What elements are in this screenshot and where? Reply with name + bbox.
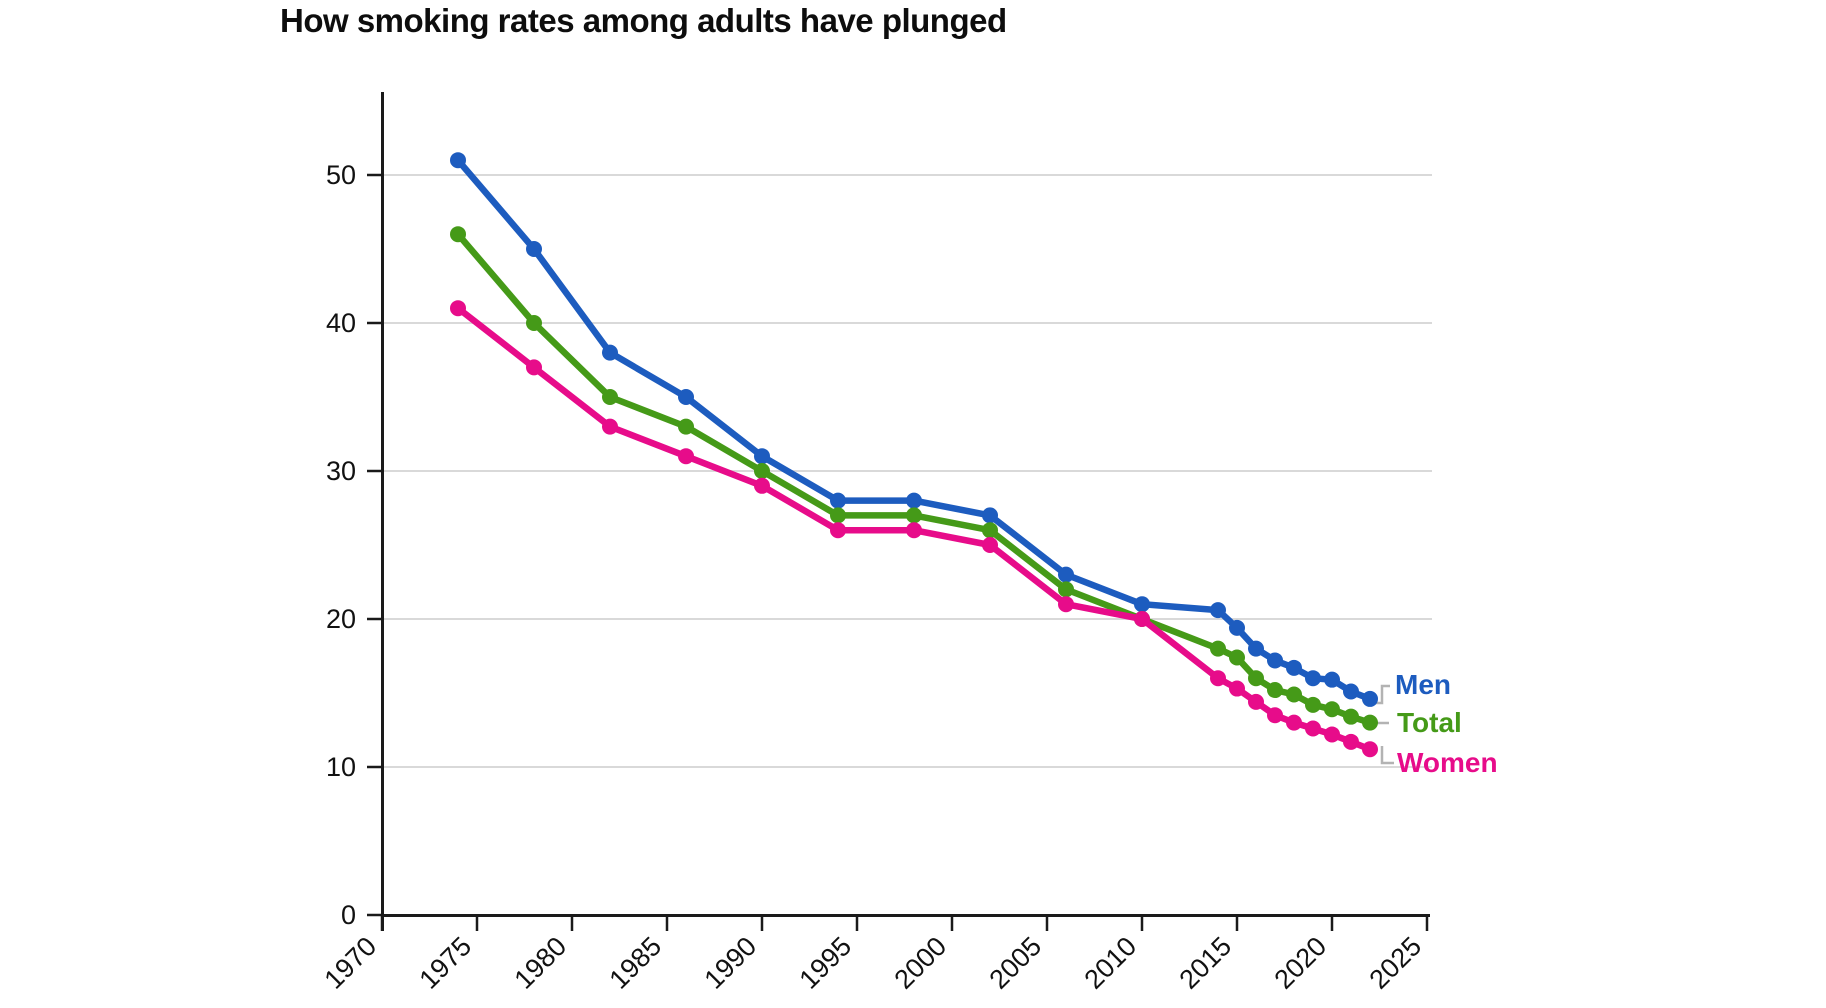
- x-tick-label: 2010: [1079, 931, 1143, 995]
- y-tick-label: 0: [341, 900, 356, 930]
- data-point-women-1994: [830, 522, 846, 539]
- x-tick-label: 1985: [604, 931, 668, 995]
- data-point-total-1982: [602, 389, 618, 405]
- data-point-total-2002: [982, 522, 998, 539]
- series-label-men: Men: [1395, 669, 1451, 700]
- data-point-total-1978: [526, 315, 542, 331]
- data-point-women-1982: [602, 418, 618, 435]
- series-women: [450, 300, 1378, 758]
- x-tick-label: 2005: [984, 931, 1048, 995]
- data-point-men-2016: [1248, 640, 1264, 657]
- x-tick-label: 1980: [509, 931, 573, 995]
- data-point-men-1978: [526, 241, 542, 257]
- data-point-women-2019: [1305, 720, 1321, 737]
- y-tick-label: 20: [326, 604, 356, 634]
- data-point-men-1998: [906, 492, 922, 509]
- data-point-women-1998: [906, 522, 922, 539]
- data-point-total-2021: [1343, 708, 1359, 725]
- y-tick-label: 40: [326, 308, 356, 338]
- series-label-women: Women: [1397, 747, 1498, 778]
- data-point-men-1986: [678, 389, 694, 405]
- data-point-total-2015: [1229, 649, 1245, 666]
- data-point-total-1986: [678, 418, 694, 435]
- y-tick-label: 50: [326, 160, 356, 190]
- x-tick-label: 2000: [889, 931, 953, 995]
- x-tick-label: 2025: [1364, 931, 1428, 995]
- data-point-women-2014: [1210, 670, 1226, 687]
- data-point-men-2020: [1324, 671, 1340, 688]
- y-tick-label: 30: [326, 456, 356, 486]
- data-point-women-2006: [1058, 596, 1074, 613]
- data-point-women-1974: [450, 300, 466, 317]
- axes: [381, 92, 1430, 931]
- data-point-total-1994: [830, 507, 846, 524]
- data-point-women-2022: [1362, 741, 1378, 758]
- data-point-women-2018: [1286, 714, 1302, 731]
- data-point-men-2002: [982, 507, 998, 524]
- y-tick-label: 10: [326, 752, 356, 782]
- data-point-total-2014: [1210, 640, 1226, 657]
- x-tick-label: 1990: [699, 931, 763, 995]
- data-point-men-2018: [1286, 659, 1302, 676]
- data-point-women-2017: [1267, 707, 1283, 724]
- data-point-men-2014: [1210, 602, 1226, 619]
- data-point-men-1982: [602, 344, 618, 361]
- x-tick-label: 1970: [319, 931, 383, 995]
- x-tick-label: 1975: [414, 931, 478, 995]
- data-point-total-1990: [754, 463, 770, 479]
- data-point-men-2010: [1134, 596, 1150, 613]
- data-point-women-2020: [1324, 726, 1340, 743]
- data-point-women-2015: [1229, 680, 1245, 697]
- gridlines: [382, 174, 1432, 768]
- data-point-women-1986: [678, 448, 694, 465]
- data-point-men-1994: [830, 492, 846, 509]
- data-point-women-1978: [526, 359, 542, 376]
- x-tick-label: 2020: [1269, 931, 1333, 995]
- data-point-women-2010: [1134, 611, 1150, 627]
- data-point-total-2018: [1286, 686, 1302, 703]
- x-tick-label: 1995: [794, 931, 858, 995]
- data-point-women-2002: [982, 537, 998, 553]
- data-point-men-1990: [754, 448, 770, 465]
- data-point-men-2017: [1267, 652, 1283, 669]
- series-men: [450, 152, 1378, 707]
- data-point-total-2020: [1324, 701, 1340, 718]
- leader-women: [1380, 746, 1394, 765]
- data-point-men-2015: [1229, 619, 1245, 636]
- series-total: [450, 226, 1378, 731]
- data-point-men-2021: [1343, 683, 1359, 700]
- data-point-men-2006: [1058, 566, 1074, 583]
- y-axis-ticks: 0 10 20 30 40 50: [326, 160, 382, 930]
- x-tick-label: 2015: [1174, 931, 1238, 995]
- data-point-total-2016: [1248, 670, 1264, 687]
- data-point-total-2019: [1305, 696, 1321, 713]
- data-point-total-2006: [1058, 581, 1074, 598]
- data-point-women-2021: [1343, 733, 1359, 750]
- data-point-total-2017: [1267, 682, 1283, 699]
- series-label-total: Total: [1397, 707, 1462, 738]
- data-point-total-2022: [1362, 714, 1378, 731]
- series-line-total: [454, 230, 1374, 726]
- data-point-women-2016: [1248, 693, 1264, 710]
- data-point-men-2019: [1305, 670, 1321, 687]
- chart-title: How smoking rates among adults have plun…: [280, 2, 1007, 39]
- data-point-men-1974: [450, 152, 466, 169]
- data-point-total-1998: [906, 507, 922, 524]
- data-point-men-2022: [1362, 690, 1378, 707]
- data-point-total-1974: [450, 226, 466, 243]
- leader-men: [1375, 684, 1390, 705]
- x-axis-ticks: 1970 1975 1980 1985 1990 1995 2000 2005 2010 2015…: [319, 915, 1429, 995]
- data-point-women-1990: [754, 477, 770, 494]
- label-leader-lines: [1375, 684, 1394, 765]
